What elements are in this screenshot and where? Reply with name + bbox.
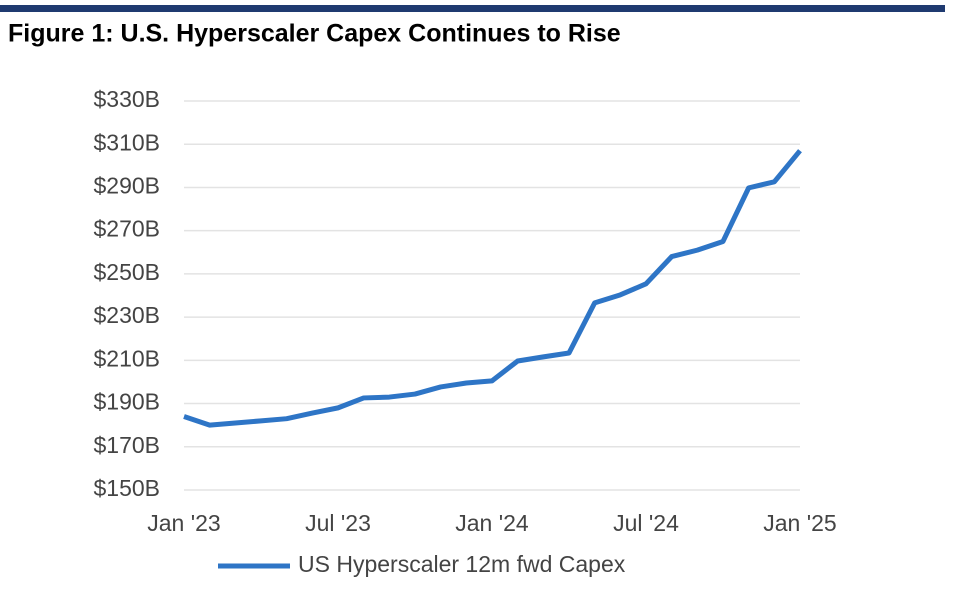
y-tick-label: $190B [93, 389, 160, 415]
x-tick-label: Jul '23 [305, 510, 371, 536]
y-tick-label: $170B [93, 432, 160, 458]
y-tick-label: $330B [93, 86, 160, 112]
y-tick-label: $150B [93, 475, 160, 501]
y-tick-label: $310B [93, 129, 160, 155]
y-tick-label: $290B [93, 173, 160, 199]
y-tick-label: $270B [93, 216, 160, 242]
x-tick-label: Jan '23 [147, 510, 220, 536]
chart-title: Figure 1: U.S. Hyperscaler Capex Continu… [8, 20, 621, 48]
series-line [183, 149, 802, 428]
y-tick-label: $210B [93, 345, 160, 371]
legend-label: US Hyperscaler 12m fwd Capex [298, 551, 626, 577]
x-tick-label: Jul '24 [613, 510, 679, 536]
y-tick-label: $230B [93, 302, 160, 328]
x-tick-label: Jan '24 [455, 510, 529, 536]
y-tick-label: $250B [93, 259, 160, 285]
header-bar [0, 5, 945, 12]
x-tick-label: Jan '25 [763, 510, 836, 536]
